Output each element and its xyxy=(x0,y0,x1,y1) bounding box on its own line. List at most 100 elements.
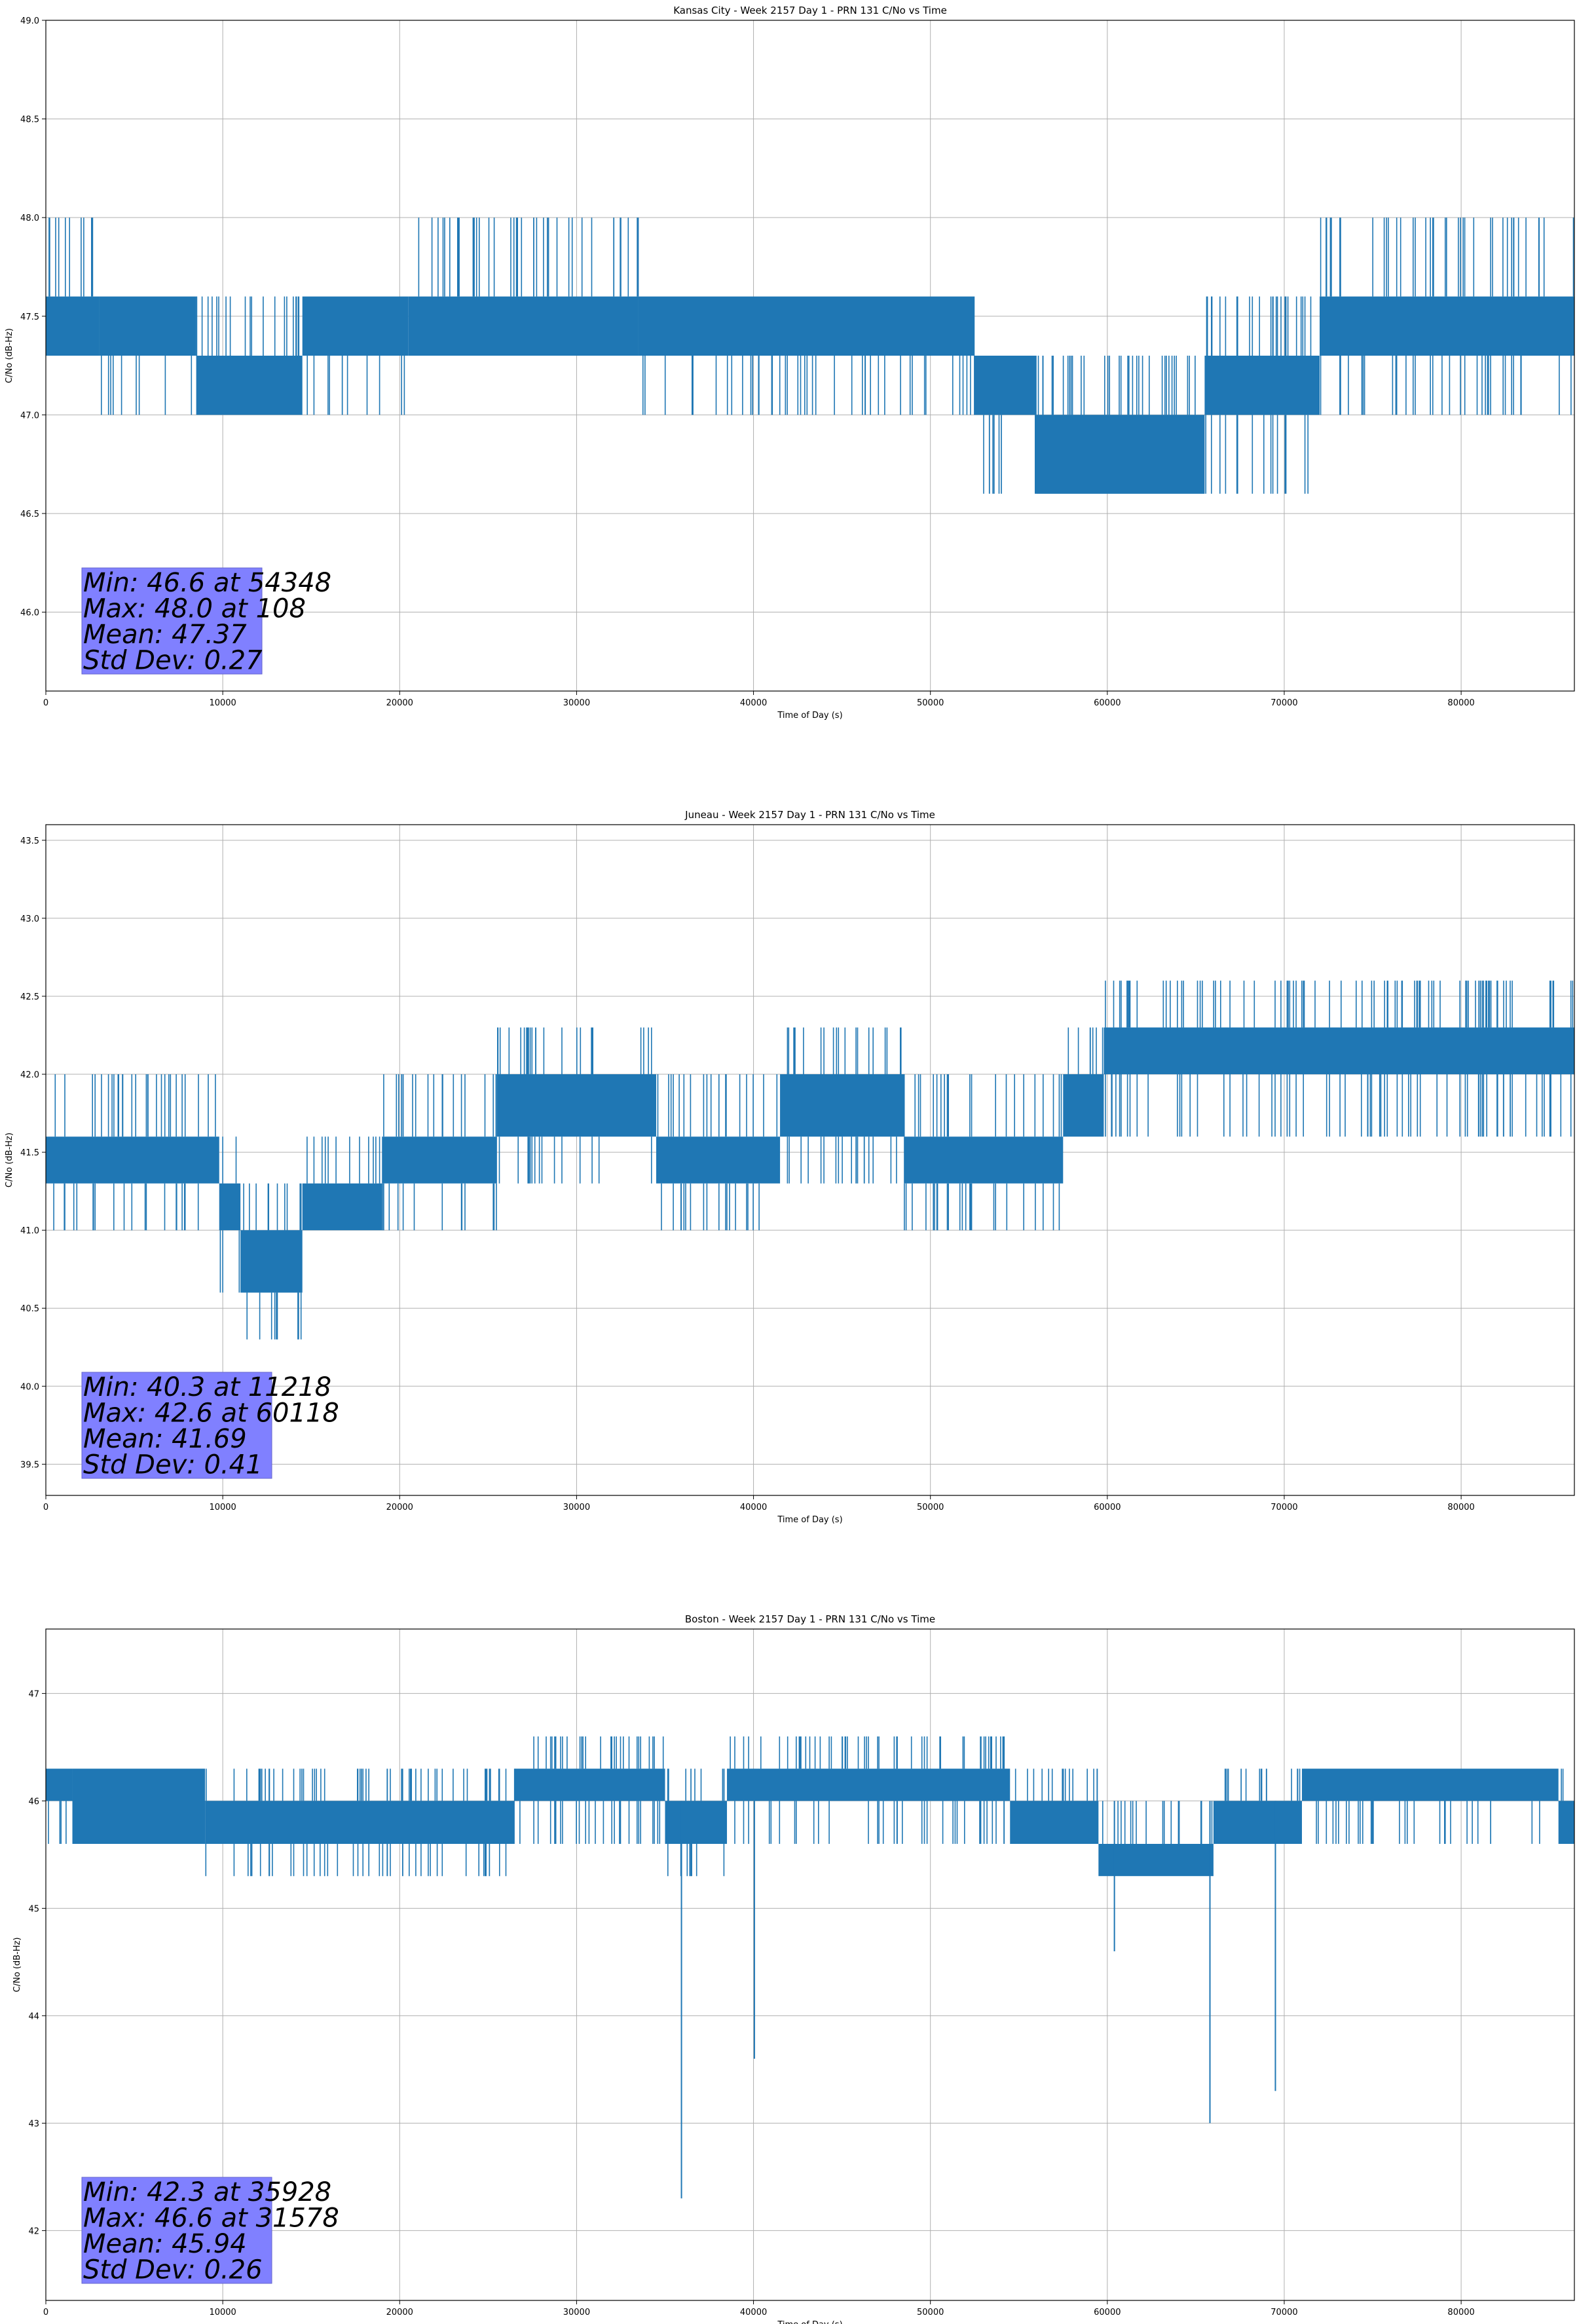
stat-std-dev: Std Dev: 0.26 xyxy=(83,2255,263,2285)
data-spikes xyxy=(53,1074,216,1231)
y-tick-label: 42.0 xyxy=(20,1070,39,1080)
data-spikes xyxy=(730,1736,1005,1844)
x-tick-label: 20000 xyxy=(386,2308,413,2317)
series-segment xyxy=(514,1736,665,1844)
subplot-1: Kansas City - Week 2157 Day 1 - PRN 131 … xyxy=(5,5,1575,721)
data-spikes xyxy=(48,217,94,297)
data-spikes xyxy=(243,1183,302,1340)
y-axis-label: C/No (dB-Hz) xyxy=(5,328,14,383)
stats-box-background xyxy=(81,567,263,675)
y-tick-label: 46 xyxy=(28,1797,39,1807)
grid xyxy=(45,1629,1574,2300)
data-spikes xyxy=(205,1769,515,1877)
x-tick-label: 50000 xyxy=(917,2308,944,2317)
data-band xyxy=(1098,1844,1214,1877)
x-tick-label: 0 xyxy=(43,698,48,708)
data-spikes xyxy=(1105,981,1574,1137)
x-tick-label: 70000 xyxy=(1271,1503,1297,1512)
stat-min: Min: 46.6 at 54348 xyxy=(83,568,331,598)
data-band xyxy=(408,296,639,356)
y-tick-label: 41.5 xyxy=(20,1148,39,1158)
data-band xyxy=(302,296,409,356)
stat-std-dev: Std Dev: 0.27 xyxy=(83,646,263,676)
series-segment xyxy=(1204,296,1320,494)
data-band xyxy=(196,356,303,415)
data-spikes xyxy=(306,1136,380,1184)
data-band xyxy=(1063,1074,1104,1137)
stat-max: Max: 46.6 at 31578 xyxy=(83,2203,339,2234)
y-axis: 46.0 46.5 47.0 47.5 48.0 48.5 49.0 C/No (dB-Hz) xyxy=(5,16,46,618)
series-segment xyxy=(496,1027,656,1184)
y-tick-label: 43.5 xyxy=(20,836,39,846)
data-spikes xyxy=(983,415,1037,494)
stat-max: Max: 48.0 at 108 xyxy=(83,594,306,624)
data-band xyxy=(514,1769,665,1801)
axes-frame xyxy=(45,1628,1575,2301)
data-spikes xyxy=(196,296,300,356)
stat-max: Max: 42.6 at 60118 xyxy=(83,1398,339,1429)
y-tick-label: 42 xyxy=(28,2226,39,2236)
stat-min: Min: 40.3 at 11218 xyxy=(83,1372,331,1402)
data-spikes xyxy=(1224,1769,1301,1801)
stat-mean: Mean: 41.69 xyxy=(83,1424,247,1454)
x-tick-label: 60000 xyxy=(1094,698,1121,708)
series-segment xyxy=(1558,1769,1574,1844)
stats-box-background xyxy=(81,2177,272,2284)
data-band xyxy=(780,1074,904,1137)
data-band xyxy=(1320,296,1574,356)
y-tick-label: 46.5 xyxy=(20,510,39,519)
series-segment xyxy=(665,1769,728,1877)
y-tick-label: 39.5 xyxy=(20,1460,39,1470)
data-series xyxy=(46,981,1574,1340)
data-band xyxy=(46,1136,219,1184)
data-spikes xyxy=(657,1074,778,1231)
data-band xyxy=(974,356,1037,415)
data-spikes xyxy=(519,1736,664,1844)
y-axis: 42 43 44 45 46 47 C/No (dB-Hz) xyxy=(12,1689,46,2236)
x-tick-label: 70000 xyxy=(1271,2308,1297,2317)
data-band xyxy=(638,296,975,356)
data-band xyxy=(99,296,196,356)
data-spikes xyxy=(787,1027,902,1184)
data-band xyxy=(1036,415,1205,494)
data-spikes xyxy=(101,356,193,415)
data-band xyxy=(904,1136,1064,1184)
data-band xyxy=(302,1183,382,1231)
series-segment xyxy=(408,217,639,356)
x-tick-label: 10000 xyxy=(209,1503,236,1512)
series-segment xyxy=(1063,1027,1104,1137)
series-segment xyxy=(72,1769,206,1844)
subplot-3: Boston - Week 2157 Day 1 - PRN 131 C/No … xyxy=(12,1613,1575,2324)
x-tick-label: 80000 xyxy=(1447,2308,1474,2317)
data-spikes xyxy=(1561,1769,1564,1801)
x-tick-label: 10000 xyxy=(209,2308,236,2317)
x-axis: 0 10000 20000 30000 40000 50000 60000 70000 8000… xyxy=(43,691,1475,721)
series-segment xyxy=(974,356,1037,494)
x-tick-label: 60000 xyxy=(1094,1503,1121,1512)
data-spikes xyxy=(1320,217,1574,415)
y-tick-label: 42.5 xyxy=(20,992,39,1002)
y-tick-label: 46.0 xyxy=(20,609,39,618)
series-segment xyxy=(1301,1769,1559,1844)
stats-box-background xyxy=(81,1372,272,1479)
data-band xyxy=(46,296,100,356)
y-axis-label: C/No (dB-Hz) xyxy=(12,1938,22,1993)
data-band xyxy=(727,1769,1011,1801)
series-segment xyxy=(302,1136,382,1231)
series-segment xyxy=(656,1074,781,1231)
data-band xyxy=(382,1136,497,1184)
data-spikes xyxy=(382,1074,497,1231)
data-spikes xyxy=(1316,1801,1540,1844)
series-segment xyxy=(382,1074,497,1231)
series-segment xyxy=(727,1736,1011,1844)
data-band xyxy=(1558,1801,1574,1844)
data-spikes xyxy=(497,1027,652,1184)
data-band xyxy=(1204,356,1320,415)
data-spikes xyxy=(1014,1769,1098,1801)
x-tick-label: 40000 xyxy=(740,698,767,708)
stat-mean: Mean: 47.37 xyxy=(83,620,247,650)
series-segment xyxy=(302,296,409,415)
chart-title: Kansas City - Week 2157 Day 1 - PRN 131 … xyxy=(673,5,947,16)
stat-std-dev: Std Dev: 0.41 xyxy=(83,1450,263,1480)
